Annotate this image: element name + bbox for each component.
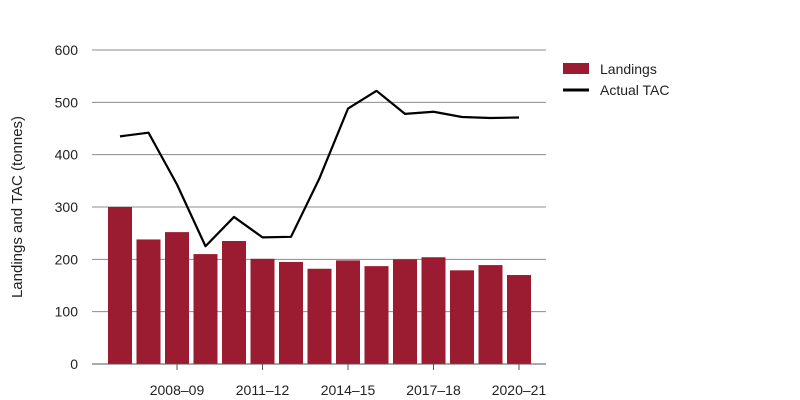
landings-bar xyxy=(450,270,474,364)
landings-bar xyxy=(279,261,303,364)
axes: 0 100 200 300 400 500 600 2008–09 2011–12 2014–15… xyxy=(55,42,547,398)
landings-bar xyxy=(478,265,503,364)
y-tick-label: 600 xyxy=(55,42,79,58)
actual-tac-line xyxy=(119,89,520,248)
y-tick-label: 0 xyxy=(70,356,78,372)
landings-bars xyxy=(108,207,531,364)
y-tick-label: 100 xyxy=(55,304,79,320)
y-tick-label: 200 xyxy=(55,251,79,267)
legend: Landings Actual TAC xyxy=(563,61,670,98)
x-tick-label: 2017–18 xyxy=(406,382,461,398)
tac-line-group xyxy=(119,89,520,248)
landings-bar xyxy=(165,232,189,364)
landings-bar xyxy=(307,268,332,364)
landings-bar xyxy=(507,275,531,364)
landings-bar xyxy=(250,258,275,364)
legend-swatch-landings xyxy=(563,63,589,74)
landings-bar xyxy=(364,266,389,364)
x-tick-label: 2020–21 xyxy=(492,382,547,398)
y-tick-label: 500 xyxy=(55,94,79,110)
landings-bar xyxy=(421,257,446,364)
landings-bar xyxy=(336,260,360,364)
landings-bar xyxy=(222,241,246,364)
x-tick-label: 2008–09 xyxy=(150,382,205,398)
legend-label-landings: Landings xyxy=(600,61,657,77)
y-tick-label: 400 xyxy=(55,147,79,163)
landings-bar xyxy=(136,239,161,364)
landings-bar xyxy=(393,259,417,364)
x-tick-label: 2014–15 xyxy=(321,382,376,398)
y-axis-title: Landings and TAC (tonnes) xyxy=(9,116,26,298)
x-tick-label: 2011–12 xyxy=(236,382,290,398)
y-tick-label: 300 xyxy=(55,199,79,215)
landings-bar xyxy=(193,254,218,364)
legend-label-actual-tac: Actual TAC xyxy=(600,82,670,98)
landings-bar xyxy=(108,207,132,364)
